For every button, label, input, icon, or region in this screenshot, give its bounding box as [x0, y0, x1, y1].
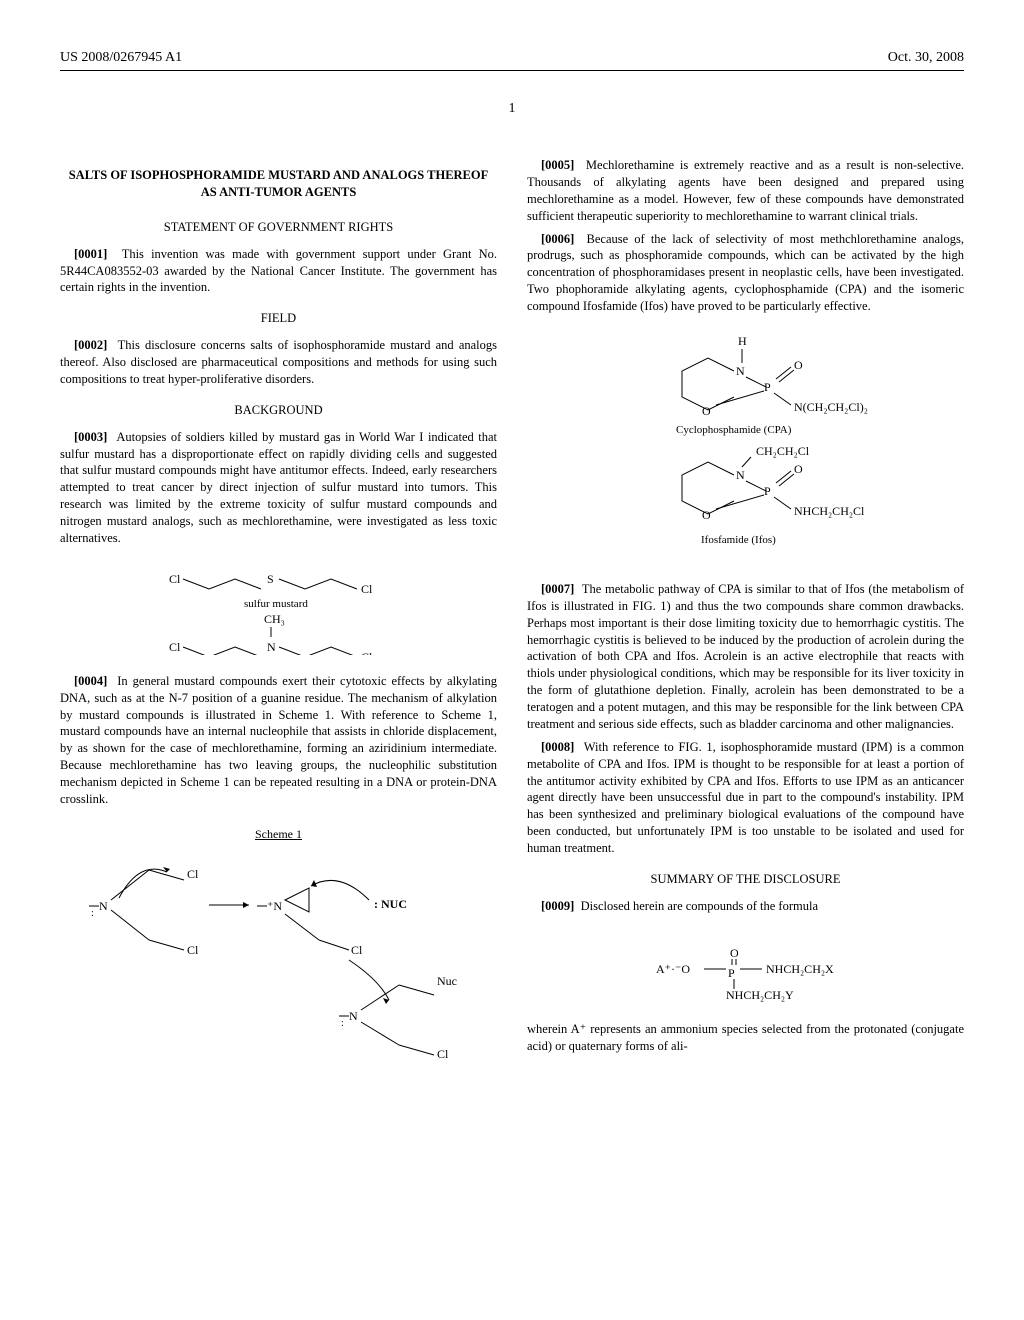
svg-text:N: N [736, 364, 745, 378]
svg-text:: NUC: : NUC [374, 897, 407, 911]
sulfur-mustard-svg: Cl S Cl sulfur mustard CH₃ Cl N Cl [149, 565, 409, 655]
svg-text:CH₃: CH₃ [264, 612, 285, 626]
para-text: This disclosure concerns salts of isopho… [60, 338, 497, 386]
para-text: The metabolic pathway of CPA is similar … [527, 582, 964, 731]
page-number: 1 [60, 101, 964, 117]
cpa-ifos-structures: H N O P O N(CH₂CH₂Cl)₂ Cyclophosphamide … [527, 333, 964, 563]
page-header: US 2008/0267945 A1 Oct. 30, 2008 [60, 50, 964, 71]
para-num: [0007] [541, 582, 574, 596]
para-text: In general mustard compounds exert their… [60, 674, 497, 806]
para-wherein: wherein A⁺ represents an ammonium specie… [527, 1021, 964, 1055]
svg-text:P: P [764, 484, 771, 498]
svg-text::: : [91, 908, 94, 919]
svg-text:P: P [764, 380, 771, 394]
section-background: BACKGROUND [60, 402, 497, 419]
para-num: [0003] [74, 430, 107, 444]
svg-text:Cl: Cl [361, 650, 373, 655]
right-column: [0005] Mechlorethamine is extremely reac… [527, 157, 964, 1078]
svg-text:Cl: Cl [169, 572, 181, 586]
svg-text:sulfur mustard: sulfur mustard [244, 598, 308, 610]
para-text: wherein A⁺ represents an ammonium specie… [527, 1022, 964, 1053]
svg-text:O: O [702, 508, 711, 522]
columns-wrapper: SALTS OF ISOPHOSPHORAMIDE MUSTARD AND AN… [60, 157, 964, 1078]
para-0003: [0003] Autopsies of soldiers killed by m… [60, 429, 497, 547]
svg-text:Cl: Cl [361, 582, 373, 596]
para-0005: [0005] Mechlorethamine is extremely reac… [527, 157, 964, 225]
svg-text:Cl: Cl [187, 943, 199, 957]
scheme-1: Scheme 1 N : Cl Cl [60, 826, 497, 1060]
para-0008: [0008] With reference to FIG. 1, isophos… [527, 739, 964, 857]
para-text: With reference to FIG. 1, isophosphorami… [527, 740, 964, 855]
svg-text:N: N [99, 899, 108, 913]
para-num: [0006] [541, 232, 574, 246]
para-0009: [0009] Disclosed herein are compounds of… [527, 898, 964, 915]
para-text: Disclosed herein are compounds of the fo… [581, 899, 818, 913]
svg-text:S: S [267, 572, 274, 586]
mustard-structures: Cl S Cl sulfur mustard CH₃ Cl N Cl [60, 565, 497, 655]
svg-text:⁺N: ⁺N [267, 899, 282, 913]
svg-text:P: P [728, 966, 735, 980]
svg-text:NHCH₂CH₂X: NHCH₂CH₂X [766, 962, 834, 976]
para-0004: [0004] In general mustard compounds exer… [60, 673, 497, 808]
scheme-1-svg: N : Cl Cl ⁺N [89, 850, 469, 1060]
para-num: [0009] [541, 899, 574, 913]
svg-text:CH₂CH₂Cl: CH₂CH₂Cl [756, 444, 810, 458]
pub-date: Oct. 30, 2008 [888, 50, 964, 66]
para-0002: [0002] This disclosure concerns salts of… [60, 337, 497, 388]
svg-text:Cl: Cl [437, 1047, 449, 1060]
svg-text:Cyclophosphamide (CPA): Cyclophosphamide (CPA) [676, 424, 792, 436]
svg-text:O: O [794, 462, 803, 476]
svg-text:H: H [738, 334, 747, 348]
svg-text:Cl: Cl [351, 943, 363, 957]
para-num: [0005] [541, 158, 574, 172]
para-text: Autopsies of soldiers killed by mustard … [60, 430, 497, 545]
svg-text:Nuc: Nuc [437, 974, 457, 988]
para-0007: [0007] The metabolic pathway of CPA is s… [527, 581, 964, 733]
para-text: Because of the lack of selectivity of mo… [527, 232, 964, 314]
svg-text:NHCH₂CH₂Y: NHCH₂CH₂Y [726, 988, 794, 1002]
para-num: [0002] [74, 338, 107, 352]
para-0006: [0006] Because of the lack of selectivit… [527, 231, 964, 315]
scheme-1-label: Scheme 1 [60, 826, 497, 842]
svg-text:Ifosfamide (Ifos): Ifosfamide (Ifos) [701, 534, 776, 546]
svg-text:Cl: Cl [187, 867, 199, 881]
svg-text:O: O [730, 946, 739, 960]
left-column: SALTS OF ISOPHOSPHORAMIDE MUSTARD AND AN… [60, 157, 497, 1078]
para-num: [0001] [74, 247, 107, 261]
svg-text::: : [341, 1018, 344, 1029]
pub-number: US 2008/0267945 A1 [60, 50, 182, 66]
cpa-ifos-svg: H N O P O N(CH₂CH₂Cl)₂ Cyclophosphamide … [616, 333, 876, 563]
svg-text:N: N [349, 1009, 358, 1023]
formula-svg: A⁺·⁻O O P NHCH₂CH₂X NHCH₂CH₂Y [616, 933, 876, 1003]
doc-title: SALTS OF ISOPHOSPHORAMIDE MUSTARD AND AN… [60, 167, 497, 201]
svg-text:NHCH₂CH₂Cl: NHCH₂CH₂Cl [794, 504, 865, 518]
para-text: This invention was made with government … [60, 247, 497, 295]
svg-text:O: O [794, 358, 803, 372]
para-0001: [0001] This invention was made with gove… [60, 246, 497, 297]
section-field: FIELD [60, 310, 497, 327]
section-summary: SUMMARY OF THE DISCLOSURE [527, 871, 964, 888]
formula-structure: A⁺·⁻O O P NHCH₂CH₂X NHCH₂CH₂Y [527, 933, 964, 1003]
svg-text:N: N [736, 468, 745, 482]
patent-page: US 2008/0267945 A1 Oct. 30, 2008 1 SALTS… [0, 0, 1024, 1118]
para-num: [0004] [74, 674, 107, 688]
para-text: Mechlorethamine is extremely reactive an… [527, 158, 964, 223]
svg-text:N: N [267, 640, 276, 654]
svg-text:Cl: Cl [169, 640, 181, 654]
svg-text:N(CH₂CH₂Cl)₂: N(CH₂CH₂Cl)₂ [794, 400, 868, 414]
section-gov-rights: STATEMENT OF GOVERNMENT RIGHTS [60, 219, 497, 236]
para-num: [0008] [541, 740, 574, 754]
svg-text:A⁺·⁻O: A⁺·⁻O [656, 962, 690, 976]
svg-text:O: O [702, 404, 711, 418]
